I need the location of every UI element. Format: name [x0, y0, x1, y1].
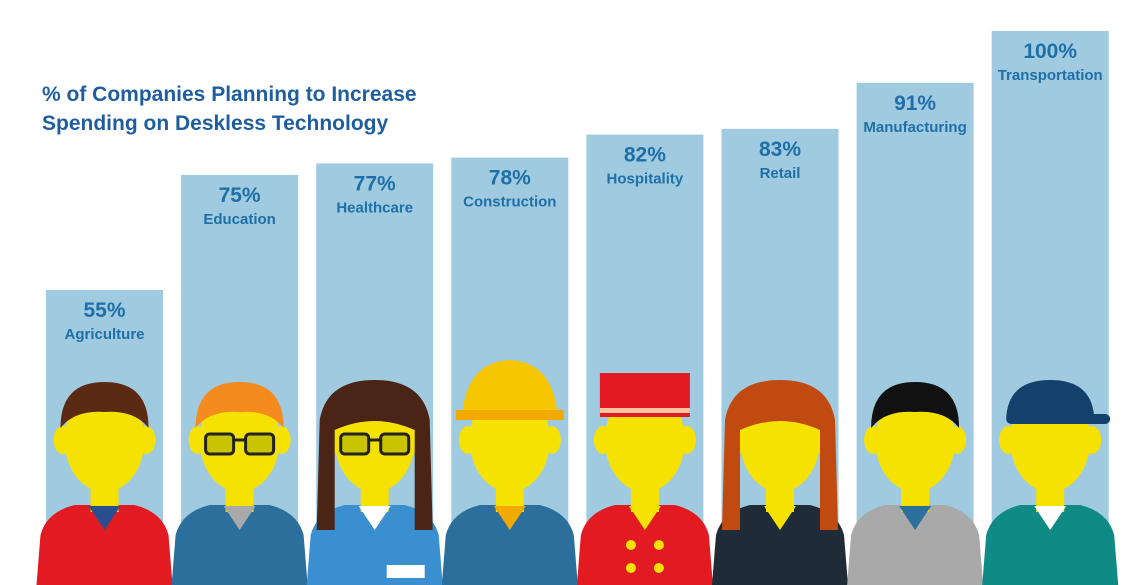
value-label: 83%: [759, 138, 801, 161]
figures-layer: [36, 360, 1119, 585]
value-label: 78%: [489, 167, 531, 190]
category-label: Transportation: [998, 67, 1103, 84]
value-label: 100%: [1023, 40, 1077, 63]
chart-title-line-1: % of Companies Planning to Increase: [42, 83, 417, 106]
value-label: 55%: [83, 299, 125, 322]
category-label: Healthcare: [336, 199, 413, 216]
value-label: 91%: [894, 92, 936, 115]
retail-worker-figure-icon: [712, 380, 848, 585]
factory-worker-figure-icon: [847, 382, 984, 585]
nurse-figure-icon: [306, 380, 443, 585]
category-label: Education: [203, 211, 276, 228]
value-label: 75%: [219, 184, 261, 207]
category-label: Agriculture: [64, 326, 144, 343]
category-label: Construction: [463, 194, 556, 211]
category-label: Retail: [760, 165, 801, 182]
category-label: Manufacturing: [863, 119, 966, 136]
value-label: 82%: [624, 144, 666, 167]
chart-title-line-2: Spending on Deskless Technology: [42, 112, 389, 135]
farmer-figure-icon: [36, 382, 173, 585]
bellhop-figure-icon: [576, 373, 713, 585]
driver-figure-icon: [982, 380, 1119, 585]
labels-layer: 55% Agriculture 75% Education 77% Healthcare 7…: [64, 40, 1102, 343]
bars-layer: [46, 31, 1109, 585]
value-label: 77%: [354, 172, 396, 195]
chart-title: % of Companies Planning to Increase Spen…: [42, 80, 462, 138]
category-label: Hospitality: [607, 171, 684, 188]
construction-worker-figure-icon: [441, 360, 578, 585]
teacher-figure-icon: [171, 382, 308, 585]
